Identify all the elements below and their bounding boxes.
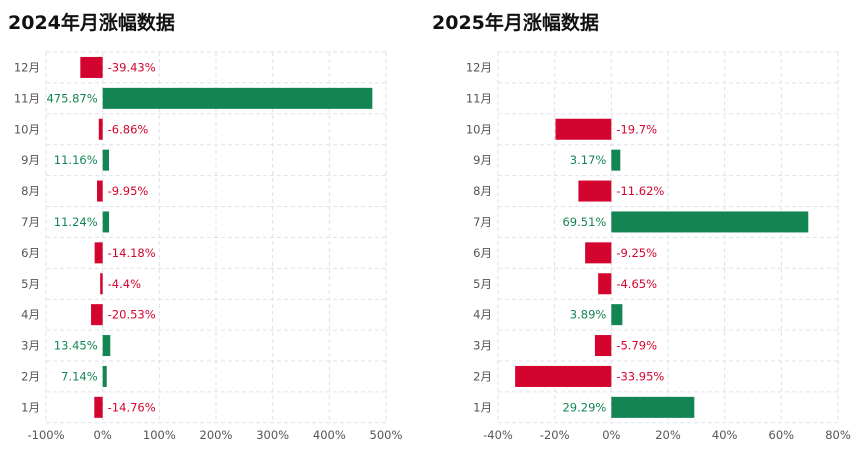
data-label-2024-month-4: -20.53% <box>108 308 156 322</box>
y-category-label: 5月 <box>21 277 40 291</box>
data-label-2024-month-5: -4.4% <box>108 277 141 291</box>
y-category-label: 12月 <box>466 60 492 74</box>
bar-2025-month-10 <box>555 118 612 140</box>
chart-title-2024: 2024年月涨幅数据 <box>8 12 175 34</box>
bar-2025-month-6 <box>585 242 612 264</box>
x-tick-label: 400% <box>313 428 346 442</box>
bar-2024-month-2 <box>102 365 107 387</box>
bar-2025-month-8 <box>578 180 612 202</box>
bar-2025-month-2 <box>515 365 612 387</box>
bar-2025-month-5 <box>598 273 612 295</box>
data-label-2024-month-6: -14.18% <box>108 246 156 260</box>
data-label-2025-month-7: 69.51% <box>562 215 606 229</box>
data-label-2024-month-3: 13.45% <box>54 339 98 353</box>
y-category-label: 2月 <box>21 369 40 383</box>
x-tick-label: 100% <box>143 428 176 442</box>
data-label-2024-month-12: -39.43% <box>108 60 156 74</box>
data-label-2025-month-2: -33.95% <box>616 369 664 383</box>
data-label-2024-month-10: -6.86% <box>108 122 149 136</box>
y-category-label: 1月 <box>473 400 492 414</box>
data-label-2024-month-1: -14.76% <box>108 400 156 414</box>
bar-2025-month-1 <box>611 396 695 418</box>
y-category-label: 8月 <box>21 184 40 198</box>
x-tick-label: 60% <box>769 428 795 442</box>
bar-2024-month-5 <box>100 273 103 295</box>
y-category-label: 9月 <box>21 153 40 167</box>
data-label-2025-month-10: -19.7% <box>616 122 657 136</box>
bar-2024-month-1 <box>94 396 103 418</box>
bar-2024-month-8 <box>97 180 103 202</box>
data-label-2025-month-9: 3.17% <box>570 153 607 167</box>
y-category-label: 3月 <box>21 339 40 353</box>
x-tick-label: -100% <box>27 428 64 442</box>
x-tick-label: 0% <box>94 428 112 442</box>
data-label-2025-month-1: 29.29% <box>562 400 606 414</box>
y-category-label: 4月 <box>21 308 40 322</box>
bar-2025-month-7 <box>611 211 809 233</box>
y-category-label: 7月 <box>473 215 492 229</box>
bar-2025-month-4 <box>611 304 623 326</box>
chart-title-2025: 2025年月涨幅数据 <box>432 12 599 34</box>
y-category-label: 4月 <box>473 308 492 322</box>
x-tick-label: 200% <box>200 428 233 442</box>
data-label-2025-month-6: -9.25% <box>616 246 657 260</box>
y-category-label: 3月 <box>473 339 492 353</box>
bar-2025-month-3 <box>594 335 612 357</box>
y-category-label: 6月 <box>473 246 492 260</box>
bar-2024-month-9 <box>102 149 109 171</box>
data-label-2025-month-5: -4.65% <box>616 277 657 291</box>
y-category-label: 5月 <box>473 277 492 291</box>
x-tick-label: 300% <box>256 428 289 442</box>
y-category-label: 7月 <box>21 215 40 229</box>
data-label-2024-month-9: 11.16% <box>54 153 98 167</box>
bar-2024-month-10 <box>98 118 103 140</box>
y-category-label: 6月 <box>21 246 40 260</box>
bar-2024-month-4 <box>91 304 103 326</box>
y-category-label: 10月 <box>466 122 492 136</box>
data-label-2024-month-2: 7.14% <box>61 369 98 383</box>
y-category-label: 2月 <box>473 369 492 383</box>
bar-2025-month-9 <box>611 149 621 171</box>
x-tick-label: 20% <box>655 428 681 442</box>
bar-2024-month-12 <box>80 56 103 78</box>
y-category-label: 12月 <box>14 60 40 74</box>
y-category-label: 11月 <box>14 91 40 105</box>
x-tick-label: 40% <box>712 428 738 442</box>
bar-2024-month-6 <box>94 242 103 264</box>
y-category-label: 11月 <box>466 91 492 105</box>
bar-2024-month-7 <box>102 211 110 233</box>
y-category-label: 8月 <box>473 184 492 198</box>
data-label-2024-month-8: -9.95% <box>108 184 149 198</box>
y-category-label: 1月 <box>21 400 40 414</box>
x-tick-label: 80% <box>825 428 851 442</box>
x-tick-label: 0% <box>602 428 620 442</box>
data-label-2024-month-11: 475.87% <box>46 91 97 105</box>
x-tick-label: -40% <box>483 428 513 442</box>
y-category-label: 9月 <box>473 153 492 167</box>
y-category-label: 10月 <box>14 122 40 136</box>
data-label-2025-month-4: 3.89% <box>570 308 607 322</box>
data-label-2025-month-8: -11.62% <box>616 184 664 198</box>
data-label-2025-month-3: -5.79% <box>616 339 657 353</box>
bar-2024-month-11 <box>102 87 373 109</box>
data-label-2024-month-7: 11.24% <box>54 215 98 229</box>
bar-2024-month-3 <box>102 335 111 357</box>
x-tick-label: 500% <box>370 428 403 442</box>
x-tick-label: -20% <box>540 428 570 442</box>
